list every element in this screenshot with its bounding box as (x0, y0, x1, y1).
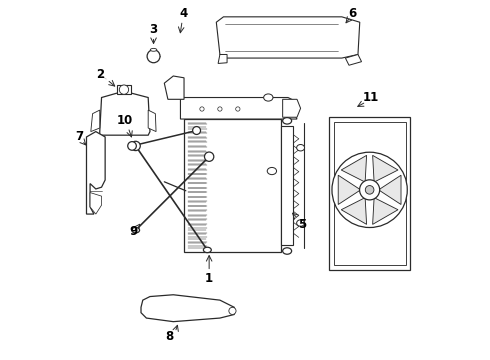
Ellipse shape (283, 248, 292, 254)
Text: 7: 7 (75, 130, 83, 144)
Text: 9: 9 (130, 225, 138, 238)
Circle shape (200, 107, 204, 111)
Circle shape (236, 107, 240, 111)
Text: 1: 1 (205, 272, 213, 285)
Ellipse shape (267, 167, 276, 175)
Polygon shape (100, 92, 150, 135)
Circle shape (119, 85, 129, 94)
Polygon shape (216, 17, 360, 58)
Polygon shape (164, 76, 184, 99)
Circle shape (204, 152, 214, 161)
Text: 11: 11 (363, 91, 379, 104)
Polygon shape (87, 132, 105, 214)
Ellipse shape (296, 144, 304, 151)
Ellipse shape (203, 247, 211, 253)
Bar (334, 122, 406, 265)
Polygon shape (180, 98, 297, 119)
Polygon shape (148, 110, 156, 132)
Ellipse shape (283, 118, 292, 124)
Circle shape (366, 185, 374, 194)
Circle shape (147, 50, 160, 63)
Text: 4: 4 (180, 7, 188, 20)
Polygon shape (341, 156, 367, 182)
Text: 10: 10 (117, 114, 133, 127)
Circle shape (193, 127, 200, 134)
Polygon shape (184, 119, 281, 252)
Polygon shape (345, 54, 362, 65)
Circle shape (360, 180, 380, 200)
Polygon shape (90, 193, 101, 214)
Text: 2: 2 (96, 68, 104, 81)
Text: 3: 3 (149, 23, 158, 36)
Ellipse shape (132, 228, 140, 233)
Polygon shape (341, 198, 367, 224)
Circle shape (131, 141, 140, 150)
Ellipse shape (296, 220, 304, 226)
Polygon shape (218, 54, 227, 63)
Polygon shape (281, 126, 294, 244)
Bar (329, 117, 410, 270)
Polygon shape (338, 175, 361, 204)
Text: 8: 8 (166, 330, 174, 343)
Circle shape (128, 141, 136, 150)
Polygon shape (91, 110, 100, 132)
Ellipse shape (150, 48, 157, 51)
Text: 5: 5 (298, 218, 307, 231)
Polygon shape (117, 85, 131, 94)
Text: 6: 6 (348, 7, 357, 20)
Ellipse shape (264, 94, 273, 101)
Polygon shape (379, 175, 401, 204)
Circle shape (218, 107, 222, 111)
Circle shape (229, 307, 236, 315)
Polygon shape (283, 99, 300, 117)
Polygon shape (141, 295, 234, 321)
Polygon shape (372, 198, 398, 224)
Polygon shape (372, 156, 398, 182)
Circle shape (332, 152, 407, 228)
